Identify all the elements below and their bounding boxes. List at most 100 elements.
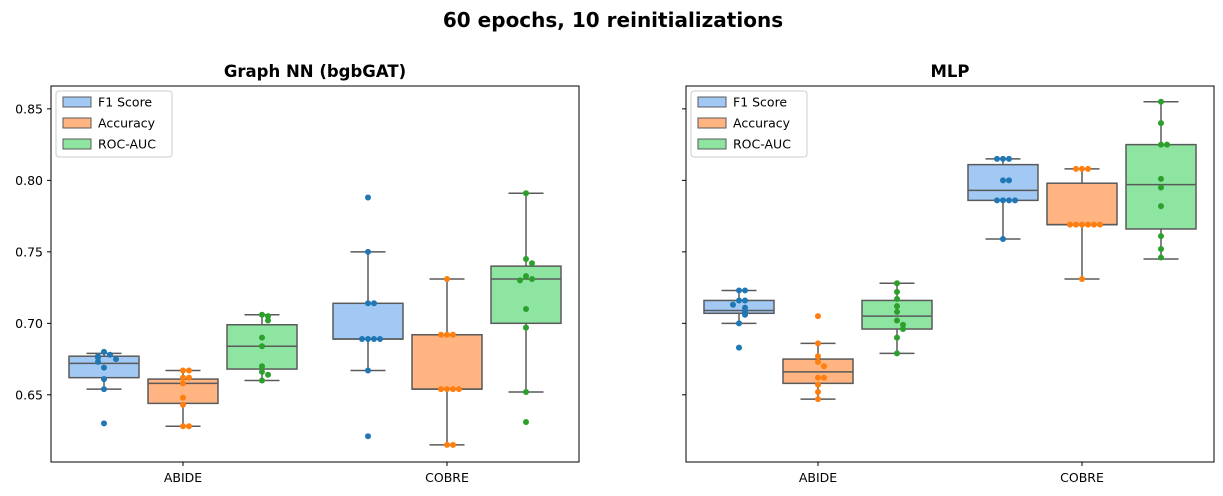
legend-swatch-accuracy: [62, 117, 92, 129]
point-f1-score-abide: [742, 311, 748, 318]
point-roc-auc-cobre: [529, 260, 535, 267]
point-f1-score-abide: [730, 301, 736, 308]
point-f1-score-abide: [101, 364, 107, 371]
point-f1-score-abide: [113, 356, 119, 363]
legend-label-roc-auc: ROC-AUC: [98, 137, 156, 152]
point-f1-score-abide: [101, 376, 107, 383]
point-f1-score-cobre: [1000, 197, 1006, 204]
point-accuracy-cobre: [444, 441, 450, 448]
point-roc-auc-abide: [894, 350, 900, 357]
point-roc-auc-cobre: [523, 418, 529, 425]
point-accuracy-cobre: [456, 386, 462, 393]
y-tick-label: 0.70: [15, 316, 43, 331]
point-accuracy-abide: [815, 396, 821, 403]
point-roc-auc-abide: [265, 313, 271, 320]
point-accuracy-cobre: [1067, 221, 1073, 228]
point-accuracy-abide: [180, 367, 186, 374]
figure-title: 60 epochs, 10 reinitializations: [443, 8, 783, 32]
point-accuracy-abide: [815, 358, 821, 365]
point-roc-auc-abide: [894, 308, 900, 315]
x-tick-label-abide: ABIDE: [799, 470, 837, 485]
point-f1-score-cobre: [994, 197, 1000, 204]
point-roc-auc-cobre: [517, 277, 523, 284]
point-roc-auc-cobre: [523, 388, 529, 395]
point-accuracy-cobre: [450, 441, 456, 448]
point-roc-auc-abide: [894, 317, 900, 324]
point-accuracy-cobre: [1091, 221, 1097, 228]
point-roc-auc-cobre: [523, 190, 529, 197]
point-roc-auc-abide: [894, 280, 900, 287]
point-roc-auc-cobre: [1158, 184, 1164, 191]
point-accuracy-abide: [186, 374, 192, 381]
point-f1-score-cobre: [1006, 155, 1012, 162]
plot-frame: [50, 85, 580, 463]
point-f1-score-abide: [736, 297, 742, 304]
point-f1-score-cobre: [371, 300, 377, 307]
x-tick-label-abide: ABIDE: [164, 470, 202, 485]
point-accuracy-cobre: [444, 276, 450, 283]
point-f1-score-abide: [736, 344, 742, 351]
point-f1-score-cobre: [1006, 177, 1012, 184]
point-roc-auc-abide: [265, 317, 271, 324]
point-roc-auc-abide: [265, 371, 271, 378]
point-accuracy-abide: [180, 401, 186, 408]
y-tick-label: 0.85: [15, 101, 43, 116]
point-roc-auc-abide: [894, 288, 900, 295]
point-f1-score-abide: [742, 297, 748, 304]
point-f1-score-cobre: [1000, 177, 1006, 184]
legend-label-f1-score: F1 Score: [98, 95, 152, 110]
panel-mlp: MLP ABIDE COBRE F1 Score Accuracy ROC-AUC: [682, 62, 1215, 485]
point-f1-score-cobre: [365, 194, 371, 201]
point-f1-score-cobre: [365, 248, 371, 255]
legend-label-accuracy: Accuracy: [733, 116, 791, 131]
point-roc-auc-cobre: [1158, 254, 1164, 261]
point-roc-auc-abide: [259, 368, 265, 375]
point-f1-score-cobre: [365, 300, 371, 307]
point-f1-score-abide: [736, 320, 742, 327]
point-accuracy-abide: [815, 381, 821, 388]
panel-graph-nn: Graph NN (bgbGAT) 0.65 0.70 0.75 0.80 0.85 ABI…: [15, 62, 580, 485]
point-accuracy-abide: [180, 374, 186, 381]
box-accuracy-cobre: [411, 334, 483, 390]
point-roc-auc-abide: [894, 334, 900, 341]
point-roc-auc-cobre: [529, 276, 535, 283]
point-roc-auc-abide: [259, 377, 265, 384]
legend-swatch-roc-auc: [697, 138, 727, 150]
point-roc-auc-cobre: [1164, 141, 1170, 148]
point-accuracy-abide: [815, 353, 821, 360]
point-roc-auc-abide: [259, 363, 265, 370]
legend-swatch-accuracy: [697, 117, 727, 129]
point-f1-score-abide: [107, 351, 113, 358]
point-roc-auc-cobre: [1158, 175, 1164, 182]
point-accuracy-cobre: [1079, 165, 1085, 172]
point-roc-auc-abide: [259, 343, 265, 350]
point-accuracy-abide: [180, 394, 186, 401]
point-roc-auc-cobre: [1158, 203, 1164, 210]
point-roc-auc-cobre: [523, 255, 529, 262]
legend-swatch-roc-auc: [62, 138, 92, 150]
point-f1-score-cobre: [365, 433, 371, 440]
point-roc-auc-cobre: [1158, 120, 1164, 127]
panel-title: MLP: [930, 62, 969, 81]
point-accuracy-cobre: [438, 386, 444, 393]
point-roc-auc-cobre: [523, 324, 529, 331]
point-roc-auc-abide: [259, 311, 265, 318]
point-accuracy-cobre: [1085, 221, 1091, 228]
y-tick-label: 0.65: [15, 387, 43, 402]
point-roc-auc-cobre: [523, 273, 529, 280]
point-f1-score-cobre: [359, 336, 365, 343]
box-f1-score-cobre: [332, 302, 404, 340]
point-accuracy-cobre: [1085, 165, 1091, 172]
legend-swatch-f1-score: [697, 96, 727, 108]
point-roc-auc-cobre: [1158, 245, 1164, 252]
point-accuracy-cobre: [1073, 165, 1079, 172]
point-f1-score-cobre: [365, 336, 371, 343]
point-f1-score-abide: [101, 420, 107, 427]
point-roc-auc-abide: [259, 334, 265, 341]
point-f1-score-cobre: [371, 336, 377, 343]
y-tick-label: 0.75: [15, 244, 43, 259]
point-roc-auc-cobre: [1158, 141, 1164, 148]
point-accuracy-cobre: [450, 331, 456, 338]
legend-label-accuracy: Accuracy: [98, 116, 156, 131]
